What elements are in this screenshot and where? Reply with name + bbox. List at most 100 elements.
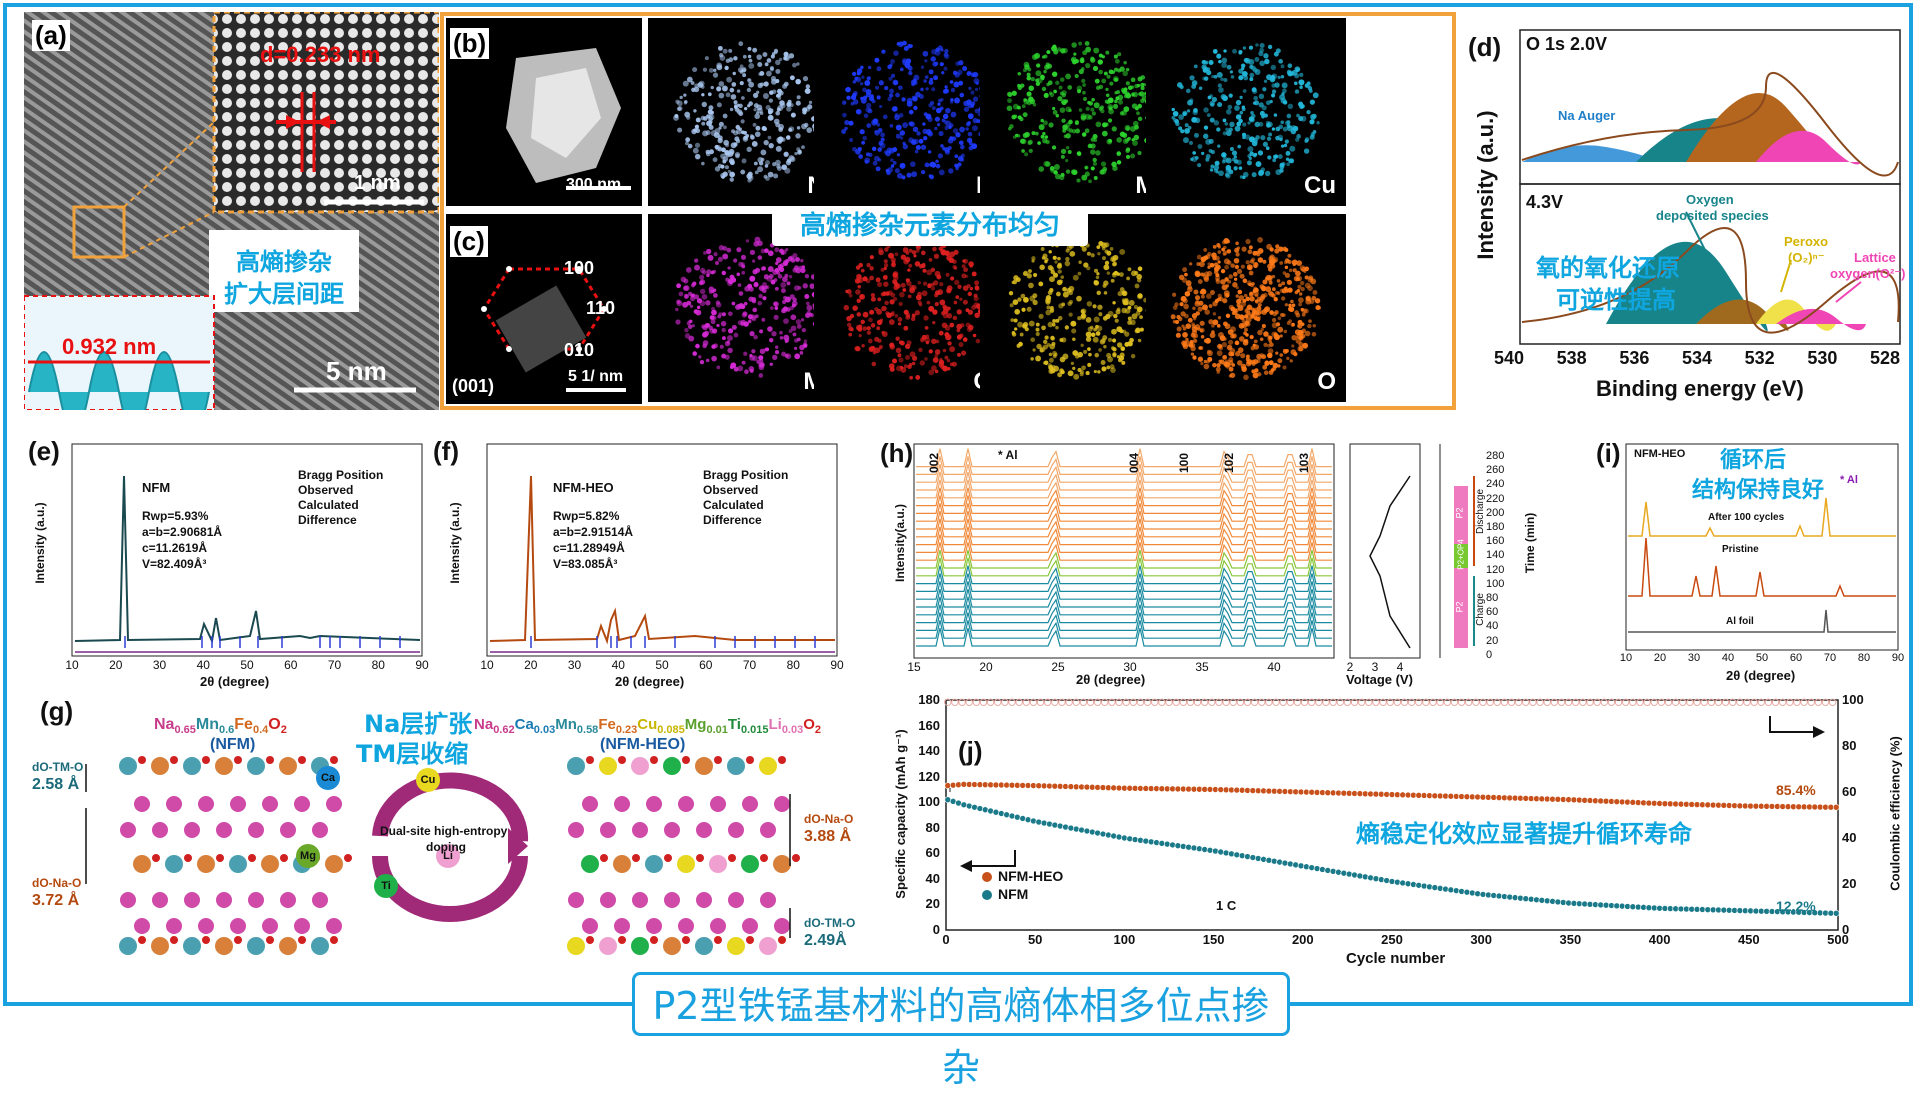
formula-part: 2: [814, 724, 822, 736]
tick-label: 100: [1842, 692, 1864, 707]
capacity-point-nfm: [965, 802, 973, 810]
tick-label: 30: [1687, 652, 1701, 664]
capacity-point-nfm: [1078, 826, 1085, 834]
panel-e-tag: (e): [28, 436, 60, 466]
formula-part: Cu: [637, 716, 658, 733]
d-tm-right-value: 2.49Å: [804, 932, 847, 949]
peak-label: 004: [1127, 452, 1142, 474]
tm-atom: [165, 855, 183, 873]
na-atom: [216, 822, 232, 838]
coulombic-efficiency-point: [1108, 698, 1116, 707]
formula-part: 0.01: [706, 724, 728, 736]
tick-label: 534: [1682, 348, 1713, 368]
heo-xlabel: 2θ (degree): [615, 674, 685, 689]
panel-h-tag: (h): [880, 438, 914, 468]
coulombic-efficiency-point: [1158, 698, 1166, 707]
insitu-trace: [916, 526, 1332, 546]
tick-label: 80: [925, 819, 940, 835]
tick-label: 350: [1559, 932, 1582, 947]
tm-atom: [215, 757, 233, 775]
tick-label: 35: [1195, 660, 1209, 674]
h-phase-mix: P2+OP4: [1456, 539, 1466, 570]
coulombic-efficiency-point: [1286, 698, 1295, 707]
coulombic-efficiency-point: [1393, 698, 1402, 707]
coulombic-efficiency-point: [1771, 698, 1780, 707]
tick-label: 20: [1842, 876, 1857, 891]
tick-label: 30: [567, 658, 582, 672]
coulombic-efficiency-point: [1079, 698, 1088, 707]
oxygen-label-2: deposited species: [1656, 208, 1769, 223]
coulombic-efficiency-point: [1200, 698, 1209, 707]
tm-atom: [663, 937, 681, 955]
panel-a: (a) d=0.233 nm 1 nm 0.932 nm 5 nm 高熵掺杂 扩…: [23, 10, 441, 433]
capacity-point-nfm: [1051, 821, 1059, 829]
tick-label: 15: [907, 660, 921, 674]
h-peak-labels: 002 004 100 102 103: [914, 452, 1334, 476]
na-atom: [760, 822, 776, 838]
capacity-point-nfm: [1367, 874, 1374, 882]
coulombic-efficiency-point: [1557, 698, 1566, 707]
tick-label: 540: [1494, 348, 1525, 368]
capacity-point-nfm: [1394, 878, 1401, 886]
coulombic-efficiency-point: [1714, 698, 1723, 707]
insitu-trace: [916, 534, 1332, 554]
oxygen-atom: [618, 756, 626, 764]
coulombic-efficiency-point: [1343, 698, 1352, 707]
tick-label: 240: [1486, 478, 1505, 491]
oxygen-atom: [344, 854, 352, 862]
capacity-point-nfm: [1158, 840, 1166, 847]
capacity-point-nfm: [1265, 856, 1273, 864]
coulombic-efficiency-point: [1750, 698, 1758, 707]
nfm-ylabel: Intensity (a.u.): [33, 502, 47, 584]
tick-label: 100: [918, 794, 940, 810]
coulombic-efficiency-point: [1536, 698, 1544, 707]
oxygen-atom: [234, 756, 242, 764]
tick-label: 200: [1291, 932, 1314, 947]
capacity-point-nfm: [992, 808, 1000, 816]
tm-atom: [311, 937, 329, 955]
peak-label: 100: [1177, 452, 1192, 474]
panel-g-caption-1: Na层扩张: [364, 710, 473, 738]
formula-part: 0.58: [576, 724, 599, 736]
coulombic-efficiency-point: [965, 698, 973, 707]
coulombic-efficiency-point: [1215, 698, 1223, 707]
formula-part: 0.03: [781, 724, 804, 736]
na-atom: [198, 918, 214, 934]
dopant-badge-li: Li: [436, 844, 460, 868]
tick-label: 20: [524, 658, 538, 672]
capacity-point-nfm: [1249, 854, 1257, 861]
coulombic-efficiency-point: [979, 698, 988, 707]
na-atom: [664, 822, 680, 838]
coulombic-efficiency-point: [1365, 698, 1373, 707]
capacity-point-nfm: [1115, 833, 1123, 841]
coulombic-efficiency-point: [1143, 698, 1152, 707]
coulombic-efficiency-point: [1793, 698, 1801, 707]
coulombic-efficiency-point: [1479, 698, 1487, 707]
h-volt-ticks: 2 3 4: [1347, 660, 1420, 674]
tm-atom: [677, 855, 695, 873]
coulombic-efficiency-point: [1400, 698, 1409, 707]
capacity-point-nfm: [1308, 864, 1316, 871]
tick-label: 60: [699, 658, 713, 672]
coulombic-efficiency-point: [1072, 698, 1080, 707]
capacity-point-nfm: [1356, 872, 1364, 880]
capacity-point-nfm: [1404, 880, 1412, 888]
capacity-point-nfm: [1452, 887, 1460, 894]
tm-atom: [599, 757, 617, 775]
tick-label: 100: [1486, 577, 1505, 590]
tick-label: 0: [932, 922, 940, 937]
coulombic-efficiency-point: [1736, 698, 1744, 707]
capacity-point-nfm: [1345, 870, 1353, 878]
capacity-point-nfm: [1099, 830, 1107, 838]
panel-d: (d) O 1s 2.0V 4.3V Na Auger Oxygen depos…: [1466, 12, 1910, 410]
i-xlabel: 2θ (degree): [1726, 668, 1796, 683]
coulombic-efficiency-point: [1500, 698, 1509, 707]
na-atom: [248, 892, 264, 908]
coulombic-efficiency-point: [1465, 698, 1473, 707]
capacity-point-nfm: [1388, 878, 1396, 885]
coulombic-efficiency-point: [1586, 698, 1594, 707]
xps-xticks: 540 538 536 534 532 530 528: [1494, 348, 1906, 372]
tick-label: 10: [480, 658, 494, 672]
saed-spot-110: 110: [586, 298, 616, 318]
capacity-point-nfm: [1474, 890, 1481, 898]
